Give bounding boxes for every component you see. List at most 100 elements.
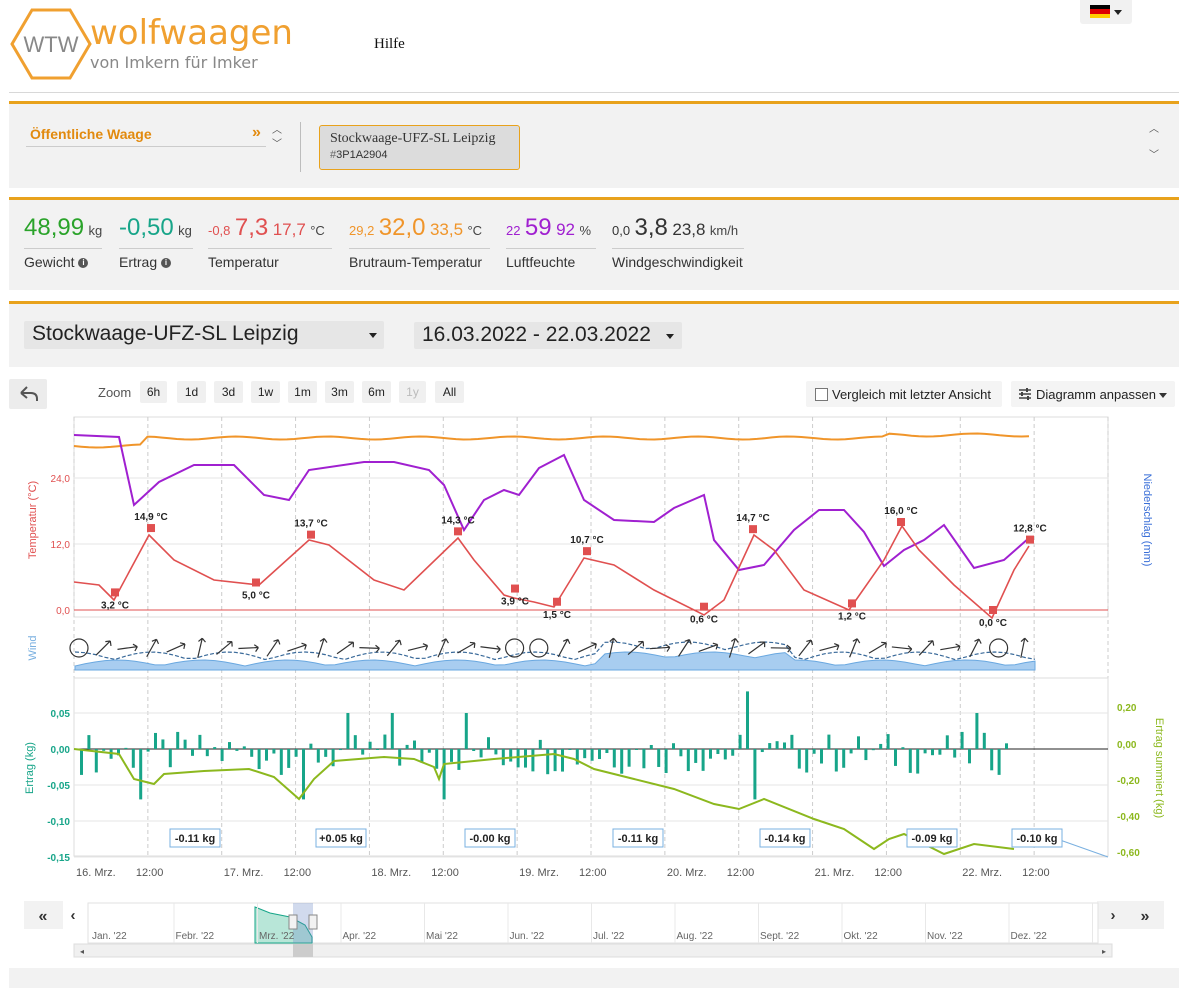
nav-last-button: [1097, 901, 1164, 929]
temperature-marker: [553, 597, 561, 606]
zoom-button-All[interactable]: All: [435, 381, 464, 403]
yield-bar: [250, 749, 254, 757]
temperature-marker: [147, 524, 155, 533]
yield-bar: [812, 749, 816, 754]
main-chart[interactable]: 24,0 12,0 0,0 Temperatur (°C) Niederschlag (…: [0, 410, 1180, 885]
yield-bar: [864, 749, 868, 761]
wind-direction-arrow-icon: [557, 638, 571, 658]
chevron-down-icon[interactable]: ﹀: [272, 139, 282, 150]
yield-bar: [679, 749, 683, 757]
yield-bar: [420, 749, 424, 763]
temperature-marker: [749, 525, 757, 534]
info-icon[interactable]: i: [161, 258, 172, 269]
wind-speed-value: 3,8: [634, 214, 668, 241]
checkbox-icon[interactable]: [815, 388, 828, 401]
temperature-marker: [583, 547, 591, 556]
nav-month-label: Aug. '22: [677, 931, 714, 942]
daily-yield-box: [464, 828, 516, 848]
wind-speed-max: 23,8: [672, 220, 706, 239]
yield-bar: [709, 749, 712, 759]
yield-bar: [161, 739, 165, 749]
help-link[interactable]: Hilfe: [374, 36, 405, 52]
yield-sum-tick-label: -0,20: [1117, 776, 1140, 787]
yield-bar: [102, 749, 106, 751]
metrics-panel: [9, 197, 1179, 290]
customize-chart-button[interactable]: Diagramm anpassen: [1011, 381, 1175, 407]
date-range-select[interactable]: 16.03.2022 - 22.03.2022: [414, 322, 682, 349]
yield-bar: [257, 749, 261, 770]
temperature-marker: [511, 584, 519, 593]
chevron-up-icon[interactable]: ︿: [1149, 124, 1159, 135]
zoom-button-3m[interactable]: 3m: [325, 381, 354, 403]
zoom-button-1w[interactable]: 1w: [251, 381, 280, 403]
scroll-right-icon: ▸: [1102, 947, 1106, 956]
brand-name: wolfwaagen: [90, 13, 293, 53]
temperature-tick-label: 12,0: [51, 540, 71, 551]
timeline-navigator[interactable]: « ‹ › » Jan. '22 Febr. '22 Mrz. '22 Apr. '22 Mai…: [0, 895, 1180, 965]
language-select[interactable]: [1080, 0, 1132, 24]
yield-bar: [938, 749, 942, 755]
wolfwaagen-logo[interactable]: WTW wolfwaagen von Imkern für Imker: [10, 8, 310, 80]
yield-bar: [635, 749, 638, 750]
daily-yield-label: -0.11 kg: [618, 833, 658, 845]
nav-month-label: Jul. '22: [593, 931, 625, 942]
double-chevron-right-icon[interactable]: »: [252, 124, 261, 141]
brand-tagline: von Imkern für Imker: [90, 53, 258, 72]
temperature-unit: °C: [310, 223, 325, 238]
daily-yield-box: [906, 828, 958, 848]
nav-scrollbar: [73, 943, 1113, 958]
back-button[interactable]: [9, 379, 47, 409]
scale-card[interactable]: Stockwaage-UFZ-SL Leipzig #3P1A2904: [319, 125, 520, 170]
scale-group-label[interactable]: Öffentliche Waage: [30, 126, 152, 142]
zoom-button-6h[interactable]: 6h: [140, 381, 167, 403]
humidity-unit: %: [579, 223, 592, 238]
yield-bar: [672, 743, 675, 749]
yield-bar: [183, 739, 187, 749]
station-select[interactable]: Stockwaage-UFZ-SL Leipzig: [24, 321, 384, 349]
yield-bar: [561, 749, 564, 772]
yield-bar: [346, 713, 350, 749]
wind-direction-arrow-icon: [868, 641, 887, 654]
yield-bar: [176, 731, 180, 749]
zoom-button-1m[interactable]: 1m: [288, 381, 317, 403]
nav-month-label: Okt. '22: [844, 931, 879, 942]
yield-bar: [605, 749, 609, 754]
wind-direction-arrow-icon: [698, 642, 719, 652]
precip-axis-label: Niederschlag (mm): [1141, 474, 1153, 567]
temperature-marker-label: 5,0 °C: [242, 591, 270, 602]
zoom-button-6m[interactable]: 6m: [362, 381, 391, 403]
scale-scroll-arrows[interactable]: ︿ ﹀: [1149, 123, 1159, 163]
yield-bar: [117, 749, 120, 756]
wind-direction-arrow-icon: [437, 638, 449, 658]
zoom-button-3d[interactable]: 3d: [214, 381, 243, 403]
yield-value: -0,50: [119, 214, 174, 241]
wind-direction-arrow-icon: [608, 637, 618, 658]
hash-icon: #: [330, 149, 337, 161]
yield-bar: [857, 736, 860, 749]
zoom-button-1y: 1y: [399, 381, 426, 403]
yield-tick-label: 0,05: [51, 709, 71, 720]
caret-down-icon: [1159, 393, 1167, 398]
yield-bar: [124, 747, 128, 749]
x-axis-label: 12:00: [727, 867, 755, 879]
compare-checkbox[interactable]: Vergleich mit letzter Ansicht: [806, 381, 1002, 407]
yield-bar: [131, 749, 135, 768]
yield-bar: [879, 743, 883, 749]
yield-bar: [642, 749, 646, 769]
chevron-down-icon[interactable]: ﹀: [1149, 150, 1159, 161]
chevron-up-icon[interactable]: ︿: [272, 125, 282, 136]
zoom-button-1d[interactable]: 1d: [177, 381, 206, 403]
scroll-arrows[interactable]: ︿ ﹀: [272, 124, 282, 152]
yield-bar: [923, 749, 927, 754]
wind-direction-arrow-icon: [457, 641, 476, 654]
footer-bar: [9, 968, 1179, 988]
x-axis-label: 17. Mrz.: [224, 867, 264, 879]
x-axis-label: 12:00: [136, 867, 164, 879]
wind-direction-arrow-icon: [166, 642, 186, 653]
date-range-value: 16.03.2022 - 22.03.2022: [422, 323, 651, 346]
temperature-axis-label: Temperatur (°C): [27, 481, 39, 559]
temperature-marker-label: 14,3 °C: [441, 515, 474, 526]
temperature-max: 17,7: [272, 220, 306, 239]
info-icon[interactable]: i: [78, 258, 89, 269]
yield-label: Ertrag: [119, 254, 158, 270]
